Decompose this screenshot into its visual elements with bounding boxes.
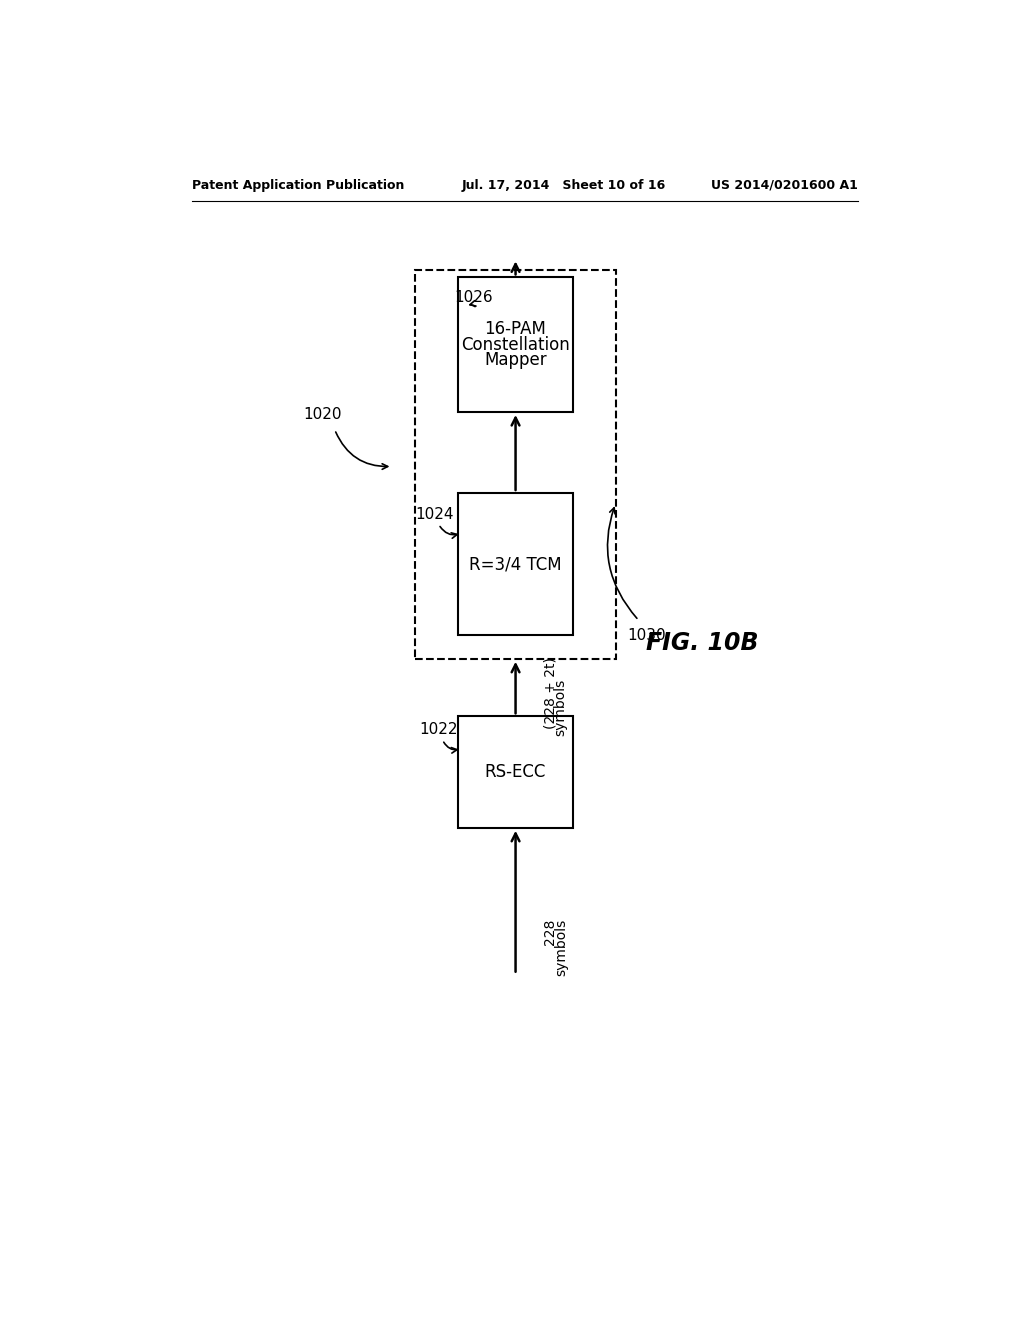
Text: 1026: 1026 [454, 289, 493, 305]
Bar [458, 492, 573, 635]
Text: 1020: 1020 [304, 407, 342, 421]
Text: 1030: 1030 [628, 628, 666, 643]
Text: US 2014/0201600 A1: US 2014/0201600 A1 [712, 178, 858, 191]
Text: symbols: symbols [553, 678, 567, 737]
Text: (228 + 2t): (228 + 2t) [543, 657, 557, 730]
Text: FIG. 10B: FIG. 10B [646, 631, 759, 656]
Text: 228: 228 [543, 919, 557, 945]
Text: 16-PAM: 16-PAM [484, 321, 547, 338]
Text: Jul. 17, 2014   Sheet 10 of 16: Jul. 17, 2014 Sheet 10 of 16 [462, 178, 666, 191]
Text: Constellation: Constellation [461, 335, 570, 354]
Text: RS-ECC: RS-ECC [485, 763, 546, 781]
Bar [416, 271, 615, 659]
Text: 1022: 1022 [419, 722, 458, 738]
Text: R=3/4 TCM: R=3/4 TCM [469, 556, 562, 573]
Bar [458, 717, 573, 828]
Text: Mapper: Mapper [484, 351, 547, 370]
Text: 1024: 1024 [416, 507, 454, 521]
Bar [458, 277, 573, 412]
Text: symbols: symbols [555, 919, 568, 977]
Text: Patent Application Publication: Patent Application Publication [193, 178, 404, 191]
